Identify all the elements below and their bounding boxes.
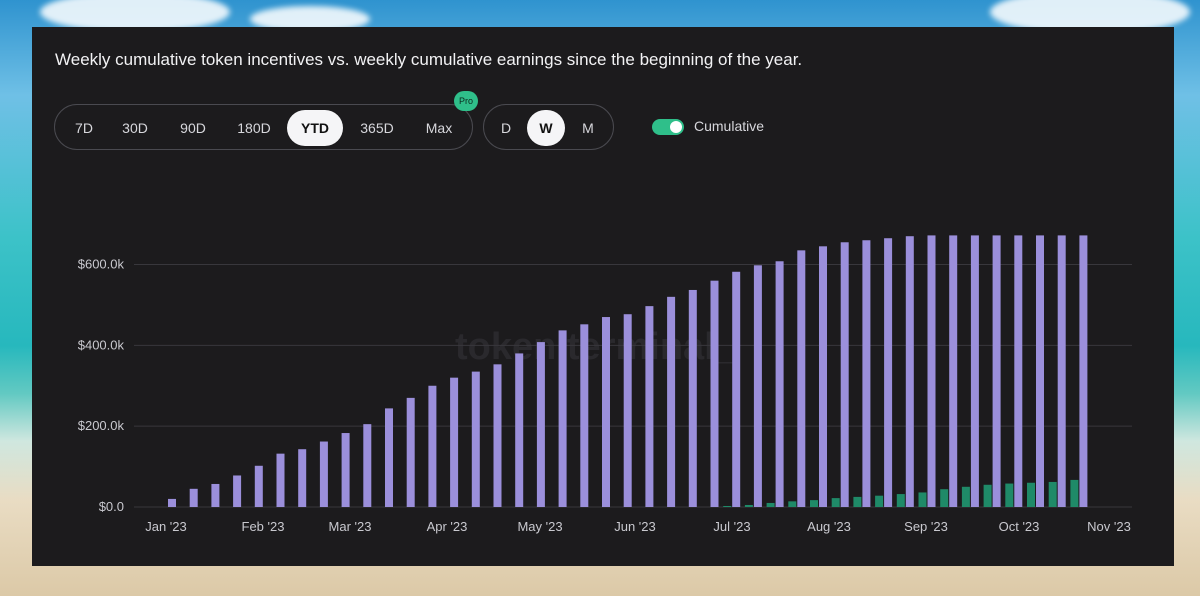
incentives-bar[interactable]: [732, 271, 741, 507]
earnings-bar[interactable]: [961, 486, 970, 507]
earnings-bar[interactable]: [723, 506, 732, 507]
x-tick-label: Jan '23: [145, 519, 187, 534]
incentives-bar[interactable]: [341, 433, 350, 507]
earnings-bar[interactable]: [766, 502, 775, 507]
incentives-bar[interactable]: [385, 408, 393, 507]
range-button-7d[interactable]: 7D: [75, 120, 93, 136]
incentives-bar[interactable]: [1079, 235, 1088, 507]
pro-badge: Pro: [454, 91, 478, 111]
cumulative-toggle[interactable]: [652, 119, 684, 135]
range-button-ytd[interactable]: YTD: [287, 110, 343, 146]
incentives-bar[interactable]: [992, 235, 1001, 507]
incentives-bar[interactable]: [949, 235, 958, 507]
range-button-180d[interactable]: 180D: [237, 120, 271, 136]
x-tick-label: Aug '23: [807, 519, 851, 534]
chart-title: Weekly cumulative token incentives vs. w…: [55, 50, 803, 69]
incentives-bar[interactable]: [536, 342, 545, 507]
y-tick-label: $0.0: [99, 499, 124, 514]
incentives-bar[interactable]: [862, 240, 871, 507]
x-tick-label: May '23: [517, 519, 562, 534]
incentives-bar[interactable]: [905, 236, 914, 508]
incentives-bar[interactable]: [471, 371, 480, 507]
toggle-knob: [670, 121, 682, 133]
incentives-bar[interactable]: [710, 280, 719, 507]
y-tick-label: $200.0k: [78, 418, 125, 433]
incentives-bar[interactable]: [1036, 235, 1044, 507]
range-button-30d[interactable]: 30D: [122, 120, 148, 136]
earnings-bar[interactable]: [1070, 479, 1079, 507]
granularity-selector: D W M: [483, 104, 614, 150]
earnings-bar[interactable]: [831, 498, 840, 507]
bar-chart: token terminal_ $0.0$200.0k$400.0k$600.0…: [78, 235, 1132, 534]
incentives-bar[interactable]: [189, 488, 198, 507]
earnings-bar[interactable]: [918, 492, 927, 507]
earnings-bar[interactable]: [853, 496, 862, 507]
incentives-bar[interactable]: [623, 314, 632, 507]
incentives-bar[interactable]: [645, 306, 654, 507]
range-button-90d[interactable]: 90D: [180, 120, 206, 136]
x-tick-label: Oct '23: [999, 519, 1040, 534]
incentives-bar[interactable]: [775, 261, 784, 507]
granularity-button-d[interactable]: D: [500, 120, 512, 136]
earnings-bar[interactable]: [983, 484, 992, 507]
chart-panel: Weekly cumulative token incentives vs. w…: [32, 27, 1174, 566]
earnings-bar[interactable]: [788, 501, 797, 507]
x-tick-label: Feb '23: [242, 519, 285, 534]
earnings-bar[interactable]: [875, 495, 884, 507]
earnings-bar[interactable]: [810, 500, 818, 507]
earnings-bar[interactable]: [1005, 483, 1014, 507]
incentives-bar[interactable]: [515, 353, 524, 507]
x-tick-label: Jul '23: [713, 519, 750, 534]
incentives-bar[interactable]: [558, 330, 567, 507]
x-tick-label: Mar '23: [329, 519, 372, 534]
incentives-bar[interactable]: [428, 385, 437, 507]
cloud: [40, 0, 230, 32]
granularity-button-m[interactable]: M: [582, 120, 594, 136]
incentives-bar[interactable]: [927, 235, 936, 507]
incentives-bar[interactable]: [753, 265, 762, 507]
earnings-bar[interactable]: [1048, 481, 1057, 507]
granularity-button-w[interactable]: W: [527, 110, 565, 146]
incentives-bar[interactable]: [797, 250, 806, 507]
x-tick-label: Jun '23: [614, 519, 656, 534]
incentives-bar[interactable]: [406, 397, 415, 507]
incentives-bar[interactable]: [298, 449, 307, 507]
earnings-bar[interactable]: [744, 504, 753, 507]
incentives-bar[interactable]: [168, 498, 176, 507]
incentives-bar[interactable]: [276, 453, 285, 507]
incentives-bar[interactable]: [688, 289, 697, 507]
incentives-bar[interactable]: [667, 296, 676, 507]
earnings-bar[interactable]: [1027, 482, 1035, 507]
earnings-bar[interactable]: [940, 489, 949, 507]
incentives-bar[interactable]: [254, 465, 263, 507]
range-button-max[interactable]: Max: [425, 120, 453, 136]
x-tick-label: Apr '23: [427, 519, 468, 534]
incentives-bar[interactable]: [493, 364, 502, 507]
incentives-bar[interactable]: [580, 324, 589, 507]
incentives-bar[interactable]: [602, 317, 610, 507]
incentives-bar[interactable]: [884, 238, 893, 507]
incentives-bar[interactable]: [363, 424, 372, 507]
incentives-bar[interactable]: [233, 475, 242, 507]
y-tick-label: $600.0k: [78, 257, 125, 272]
incentives-bar[interactable]: [840, 242, 849, 508]
incentives-bar[interactable]: [1014, 235, 1023, 507]
incentives-bar[interactable]: [819, 246, 827, 507]
x-tick-label: Nov '23: [1087, 519, 1131, 534]
incentives-bar[interactable]: [970, 235, 979, 507]
incentives-bar[interactable]: [1057, 235, 1066, 507]
earnings-bar[interactable]: [896, 494, 905, 507]
incentives-bar[interactable]: [211, 483, 220, 507]
incentives-bar[interactable]: [319, 441, 328, 507]
incentives-bar[interactable]: [450, 377, 459, 507]
cumulative-toggle-label: Cumulative: [694, 118, 765, 134]
range-button-365d[interactable]: 365D: [360, 120, 394, 136]
x-tick-label: Sep '23: [904, 519, 948, 534]
time-range-selector: 7D 30D 90D 180D YTD 365D Max: [54, 104, 473, 150]
y-tick-label: $400.0k: [78, 337, 125, 352]
